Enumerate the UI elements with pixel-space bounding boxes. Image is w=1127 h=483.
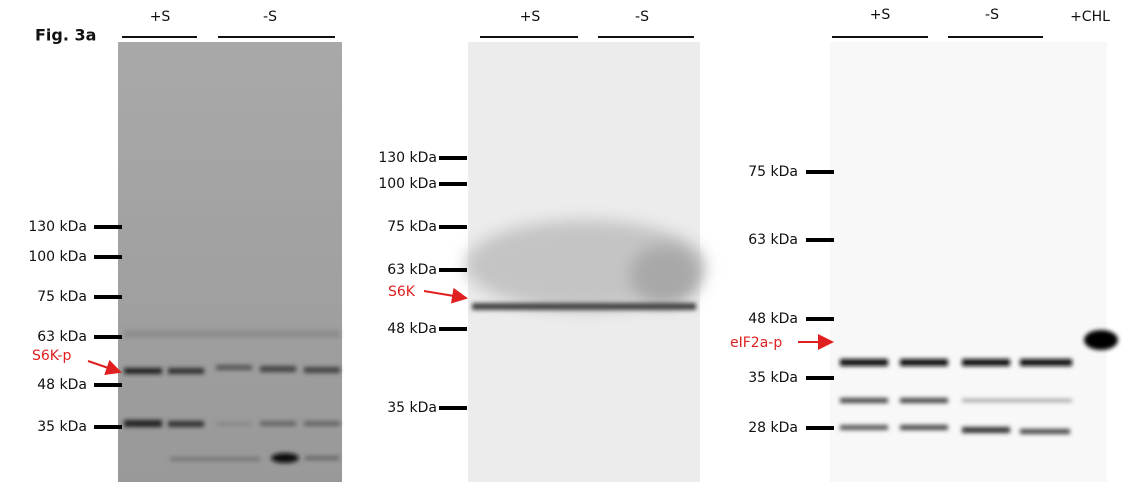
lane-label: +S <box>150 9 171 25</box>
marker-label: 35 kDa <box>387 400 437 416</box>
blot <box>830 42 1107 482</box>
figure-label: Fig. 3a <box>35 26 96 45</box>
marker-label: 75 kDa <box>387 219 437 235</box>
lane-label: +S <box>870 7 891 23</box>
lane-label: -S <box>985 7 999 23</box>
marker-label: 63 kDa <box>748 232 798 248</box>
lane-label: +CHL <box>1070 9 1110 25</box>
bands <box>840 330 1118 434</box>
lane-label: -S <box>635 9 649 25</box>
annotation: S6K <box>388 284 416 300</box>
marker-label: 48 kDa <box>387 321 437 337</box>
marker-label: 130 kDa <box>28 219 87 235</box>
marker-label: 48 kDa <box>37 377 87 393</box>
marker-label: 63 kDa <box>387 262 437 278</box>
marker-label: 63 kDa <box>37 329 87 345</box>
annotation: eIF2a-p <box>730 335 782 351</box>
blot <box>118 42 342 482</box>
marker-label: 100 kDa <box>28 249 87 265</box>
marker-label: 35 kDa <box>748 370 798 386</box>
lane-label: +S <box>520 9 541 25</box>
marker-label: 35 kDa <box>37 419 87 435</box>
marker-label: 75 kDa <box>37 289 87 305</box>
marker-label: 75 kDa <box>748 164 798 180</box>
marker-label: 100 kDa <box>378 176 437 192</box>
marker-label: 48 kDa <box>748 311 798 327</box>
bands <box>124 330 340 463</box>
marker-label: 28 kDa <box>748 420 798 436</box>
annotation: S6K-p <box>32 348 72 364</box>
arrow <box>87 359 122 376</box>
arrow <box>423 287 468 304</box>
lane-label: -S <box>263 9 277 25</box>
bands <box>465 220 705 310</box>
marker-label: 130 kDa <box>378 150 437 166</box>
